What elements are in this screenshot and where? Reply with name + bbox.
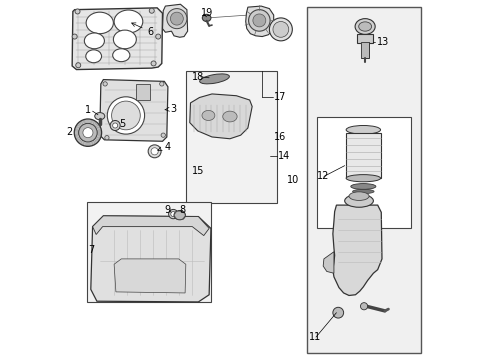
Bar (307, 7, 421, 353)
Ellipse shape (83, 128, 93, 138)
Text: 16: 16 (274, 132, 286, 142)
Ellipse shape (86, 50, 101, 63)
Ellipse shape (202, 14, 211, 22)
Ellipse shape (72, 34, 77, 39)
Text: 1: 1 (85, 105, 91, 115)
Bar (87, 202, 211, 302)
Ellipse shape (359, 22, 371, 31)
Ellipse shape (248, 10, 270, 31)
Ellipse shape (156, 34, 161, 39)
Ellipse shape (202, 111, 215, 121)
Ellipse shape (113, 30, 136, 49)
Ellipse shape (171, 12, 183, 25)
Ellipse shape (174, 211, 186, 220)
Ellipse shape (78, 123, 97, 142)
Ellipse shape (355, 19, 375, 35)
Ellipse shape (113, 123, 118, 128)
Text: 5: 5 (119, 119, 125, 129)
Polygon shape (323, 252, 334, 273)
Ellipse shape (86, 12, 113, 34)
Ellipse shape (103, 82, 107, 86)
Bar (357, 34, 373, 42)
Ellipse shape (95, 113, 105, 120)
Text: 10: 10 (287, 175, 299, 185)
Ellipse shape (161, 133, 166, 137)
Ellipse shape (114, 10, 143, 33)
Bar (361, 42, 369, 58)
Text: 8: 8 (179, 205, 185, 215)
Text: 12: 12 (317, 171, 329, 181)
Ellipse shape (333, 307, 343, 318)
Polygon shape (100, 80, 168, 141)
Ellipse shape (223, 111, 237, 122)
Ellipse shape (353, 189, 374, 194)
Ellipse shape (361, 303, 368, 310)
Ellipse shape (270, 18, 293, 41)
Ellipse shape (351, 184, 376, 189)
Bar (186, 71, 277, 203)
Text: 9: 9 (165, 205, 171, 215)
Text: 7: 7 (88, 245, 95, 255)
Bar (317, 117, 411, 228)
Ellipse shape (148, 145, 161, 158)
Text: 14: 14 (278, 150, 290, 161)
Text: 11: 11 (309, 332, 321, 342)
Text: 19: 19 (201, 8, 214, 18)
Bar (346, 134, 381, 178)
Text: 4: 4 (158, 141, 171, 152)
Ellipse shape (169, 210, 178, 219)
Polygon shape (114, 259, 186, 293)
Ellipse shape (105, 135, 109, 140)
Ellipse shape (346, 126, 381, 134)
Ellipse shape (344, 194, 373, 207)
Ellipse shape (110, 121, 120, 131)
Polygon shape (93, 216, 209, 235)
Polygon shape (91, 216, 211, 302)
Ellipse shape (349, 192, 369, 201)
Text: 18: 18 (192, 72, 204, 82)
Polygon shape (163, 4, 188, 37)
Polygon shape (333, 205, 382, 296)
Ellipse shape (151, 148, 158, 155)
Polygon shape (245, 6, 274, 37)
Ellipse shape (346, 175, 381, 182)
Ellipse shape (107, 97, 145, 134)
Ellipse shape (149, 8, 154, 13)
Polygon shape (72, 8, 163, 69)
Ellipse shape (113, 49, 130, 62)
Text: 2: 2 (67, 127, 73, 136)
Ellipse shape (112, 101, 140, 130)
Text: 15: 15 (192, 166, 204, 176)
Polygon shape (190, 94, 252, 139)
Bar (136, 84, 150, 100)
Text: 6: 6 (132, 23, 153, 37)
Ellipse shape (76, 63, 81, 68)
Ellipse shape (199, 74, 229, 84)
Ellipse shape (84, 33, 104, 49)
Text: 13: 13 (377, 37, 389, 47)
Text: 3: 3 (165, 104, 176, 114)
Ellipse shape (253, 14, 266, 27)
Ellipse shape (151, 61, 156, 66)
Ellipse shape (167, 9, 187, 29)
Ellipse shape (273, 22, 289, 37)
Ellipse shape (75, 9, 80, 14)
Ellipse shape (171, 212, 176, 217)
Ellipse shape (74, 119, 101, 146)
Ellipse shape (160, 82, 164, 86)
Text: 17: 17 (274, 92, 286, 102)
